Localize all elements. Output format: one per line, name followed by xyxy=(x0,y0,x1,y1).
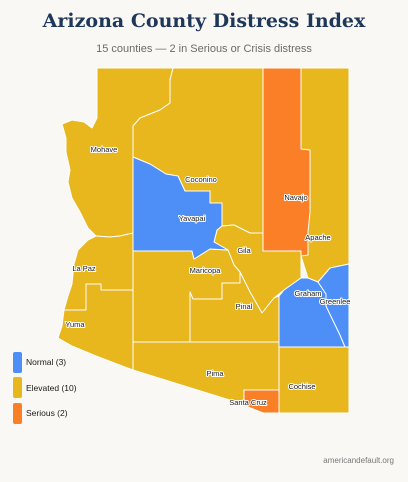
legend-label-normal: Normal (3) xyxy=(26,357,67,367)
county-label-yuma: Yuma xyxy=(65,320,85,329)
county-label-la-paz: La Paz xyxy=(72,264,96,273)
map-legend: Normal (3) Elevated (10) Serious (2) xyxy=(13,350,77,427)
legend-item-normal: Normal (3) xyxy=(13,350,77,374)
county-label-greenlee: Greenlee xyxy=(320,297,351,306)
county-cochise[interactable] xyxy=(278,346,350,414)
legend-swatch-elevated xyxy=(13,377,22,398)
county-greenlee[interactable] xyxy=(317,263,350,348)
county-label-apache: Apache xyxy=(305,233,330,242)
county-label-coconino: Coconino xyxy=(185,175,217,184)
county-label-graham: Graham xyxy=(294,289,321,298)
map-title: Arizona County Distress Index xyxy=(42,10,366,32)
legend-label-elevated: Elevated (10) xyxy=(26,382,77,393)
legend-item-elevated: Elevated (10) xyxy=(13,376,77,400)
county-label-gila: Gila xyxy=(237,246,251,255)
county-label-yavapai: Yavapai xyxy=(179,214,206,223)
county-label-maricopa: Maricopa xyxy=(190,266,222,275)
county-label-navajo: Navajo xyxy=(284,193,307,202)
county-yavapai[interactable] xyxy=(132,156,229,260)
county-yuma[interactable] xyxy=(57,283,134,371)
county-santa-cruz[interactable] xyxy=(235,389,280,414)
county-label-pinal: Pinal xyxy=(236,302,253,311)
county-navajo[interactable] xyxy=(262,67,311,257)
county-label-pima: Pima xyxy=(206,369,224,378)
legend-swatch-normal xyxy=(13,351,22,373)
map-subtitle: 15 counties — 2 in Serious or Crisis dis… xyxy=(96,43,312,55)
legend-swatch-serious xyxy=(13,402,22,424)
county-label-cochise: Cochise xyxy=(288,382,315,391)
legend-item-serious: Serious (2) xyxy=(13,401,77,425)
county-label-mohave: Mohave xyxy=(91,145,118,154)
source-credit: americandefault.org xyxy=(323,456,394,465)
county-label-santa-cruz: Santa Cruz xyxy=(229,398,267,407)
legend-label-serious: Serious (2) xyxy=(26,408,68,418)
